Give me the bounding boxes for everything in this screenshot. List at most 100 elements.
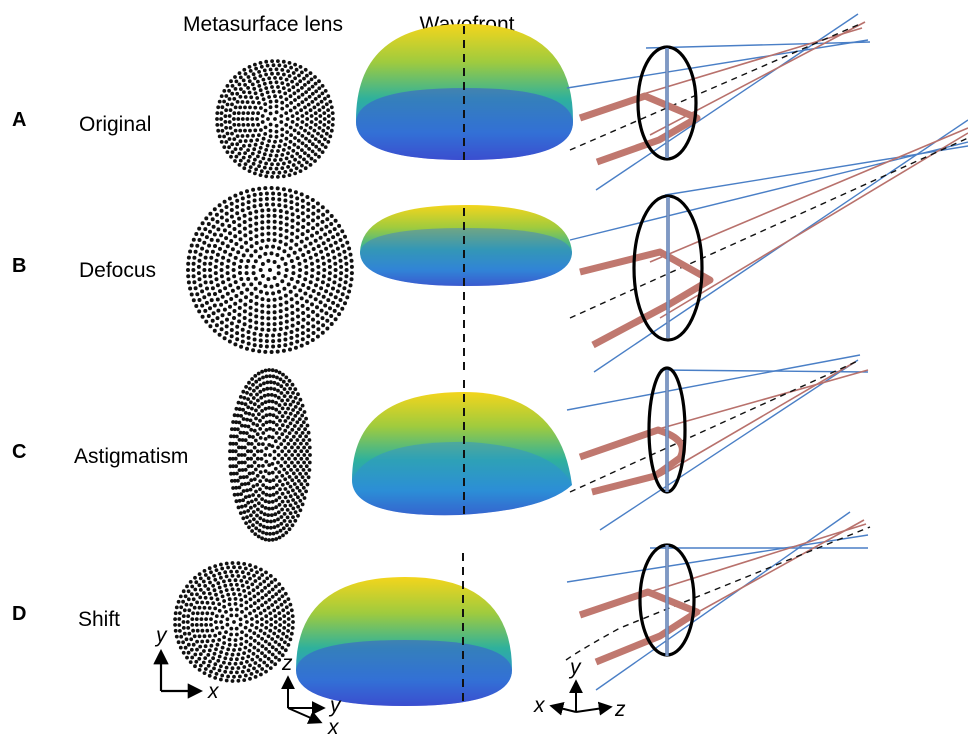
lens-dot: [280, 594, 285, 599]
lens-dot: [306, 102, 311, 107]
lens-dot: [294, 166, 299, 171]
lens-dot: [337, 223, 342, 228]
lens-dot: [260, 636, 264, 641]
lens-dot: [254, 241, 259, 245]
lens-dot: [306, 334, 311, 339]
lens-dot: [213, 662, 218, 667]
lens-dot: [303, 151, 307, 156]
lens-dot: [274, 110, 279, 115]
lens-dot: [241, 489, 246, 493]
lens-dot: [318, 235, 323, 240]
lens-dot: [274, 407, 279, 412]
lens-dot: [255, 385, 259, 390]
lens-dot: [330, 123, 335, 127]
lens-dot: [246, 335, 251, 340]
lens-dot: [257, 501, 261, 506]
lens-dot: [248, 318, 253, 323]
lens-dot: [317, 147, 322, 152]
lens-dot: [259, 395, 264, 400]
lens-dot: [262, 631, 267, 636]
lens-dot: [181, 650, 186, 655]
lens-dot: [307, 87, 311, 91]
lens-dot: [241, 417, 246, 421]
lens-dot: [248, 299, 253, 303]
lens-dot: [242, 316, 247, 320]
lens-dot: [223, 656, 228, 661]
lens-dot: [295, 307, 300, 312]
lens-dot: [213, 606, 218, 611]
lens-dot: [281, 526, 286, 531]
lens-dot: [282, 249, 287, 254]
lens-dot: [230, 131, 234, 136]
lens-dot: [270, 462, 275, 466]
lens-dot: [244, 521, 249, 525]
lens-dot: [219, 111, 224, 115]
lens-dot: [249, 505, 253, 510]
lens-dot: [281, 59, 286, 64]
lens-dot: [277, 628, 282, 633]
lens-dot: [190, 655, 195, 660]
lens-dot: [280, 406, 285, 411]
lens-dot: [270, 368, 275, 373]
lens-dot: [260, 651, 264, 655]
lens-dot: [239, 191, 244, 196]
lens-dot: [267, 538, 271, 542]
lens-dot: [302, 157, 306, 162]
lens-dot: [237, 216, 242, 221]
lens-dot: [230, 573, 235, 578]
lens-dot: [295, 327, 300, 332]
lens-dot: [207, 292, 212, 297]
lens-dot: [269, 617, 274, 621]
lens-dot: [277, 144, 282, 149]
lens-dot: [260, 617, 264, 621]
lens-dot: [222, 336, 227, 341]
lens-dot: [311, 309, 315, 314]
lens-dot: [232, 565, 236, 570]
lens-dot: [258, 470, 263, 474]
lens-dot: [321, 105, 326, 110]
lens-dot: [308, 255, 313, 260]
lens-dot: [280, 482, 285, 487]
lens-dot: [210, 628, 215, 633]
lens-dot: [240, 610, 244, 614]
lens-dot: [319, 227, 324, 232]
lens-dot: [219, 208, 224, 213]
lens-dot: [296, 495, 300, 500]
lens-dot: [287, 449, 291, 454]
lens-dot: [285, 130, 289, 135]
lens-dot: [330, 111, 335, 115]
lens-dot: [261, 483, 266, 487]
lens-dot: [261, 431, 266, 435]
lens-dot: [236, 505, 241, 510]
lens-dot: [280, 153, 285, 157]
lens-dot: [251, 523, 255, 528]
lens-dot: [258, 427, 263, 431]
lens-dot: [264, 614, 269, 619]
lens-dot: [275, 186, 280, 191]
lens-dot: [306, 214, 311, 219]
lens-dot: [270, 470, 275, 475]
lens-dot: [251, 435, 255, 439]
lens-dot: [284, 216, 289, 221]
lens-dot: [203, 595, 208, 600]
lens-dot: [233, 105, 238, 110]
lens-dot: [277, 338, 282, 343]
lens-dot: [261, 136, 266, 141]
lens-dot: [307, 468, 312, 472]
lens-dot: [232, 434, 236, 439]
lens-dot: [219, 140, 224, 144]
lens-dot: [273, 577, 278, 582]
lens-dot: [279, 515, 284, 519]
lens-dot: [252, 198, 257, 203]
lens-dot: [266, 277, 271, 282]
lens-dot: [260, 623, 264, 627]
lens-dot: [213, 633, 218, 638]
lens-dot: [260, 589, 264, 593]
lens-dot: [290, 626, 295, 630]
lens-dot: [238, 298, 243, 303]
lens-dot: [238, 622, 243, 627]
lens-dot: [280, 279, 285, 284]
lens-dot: [260, 220, 265, 225]
lens-dot: [316, 264, 321, 269]
lens-dot: [266, 393, 271, 397]
